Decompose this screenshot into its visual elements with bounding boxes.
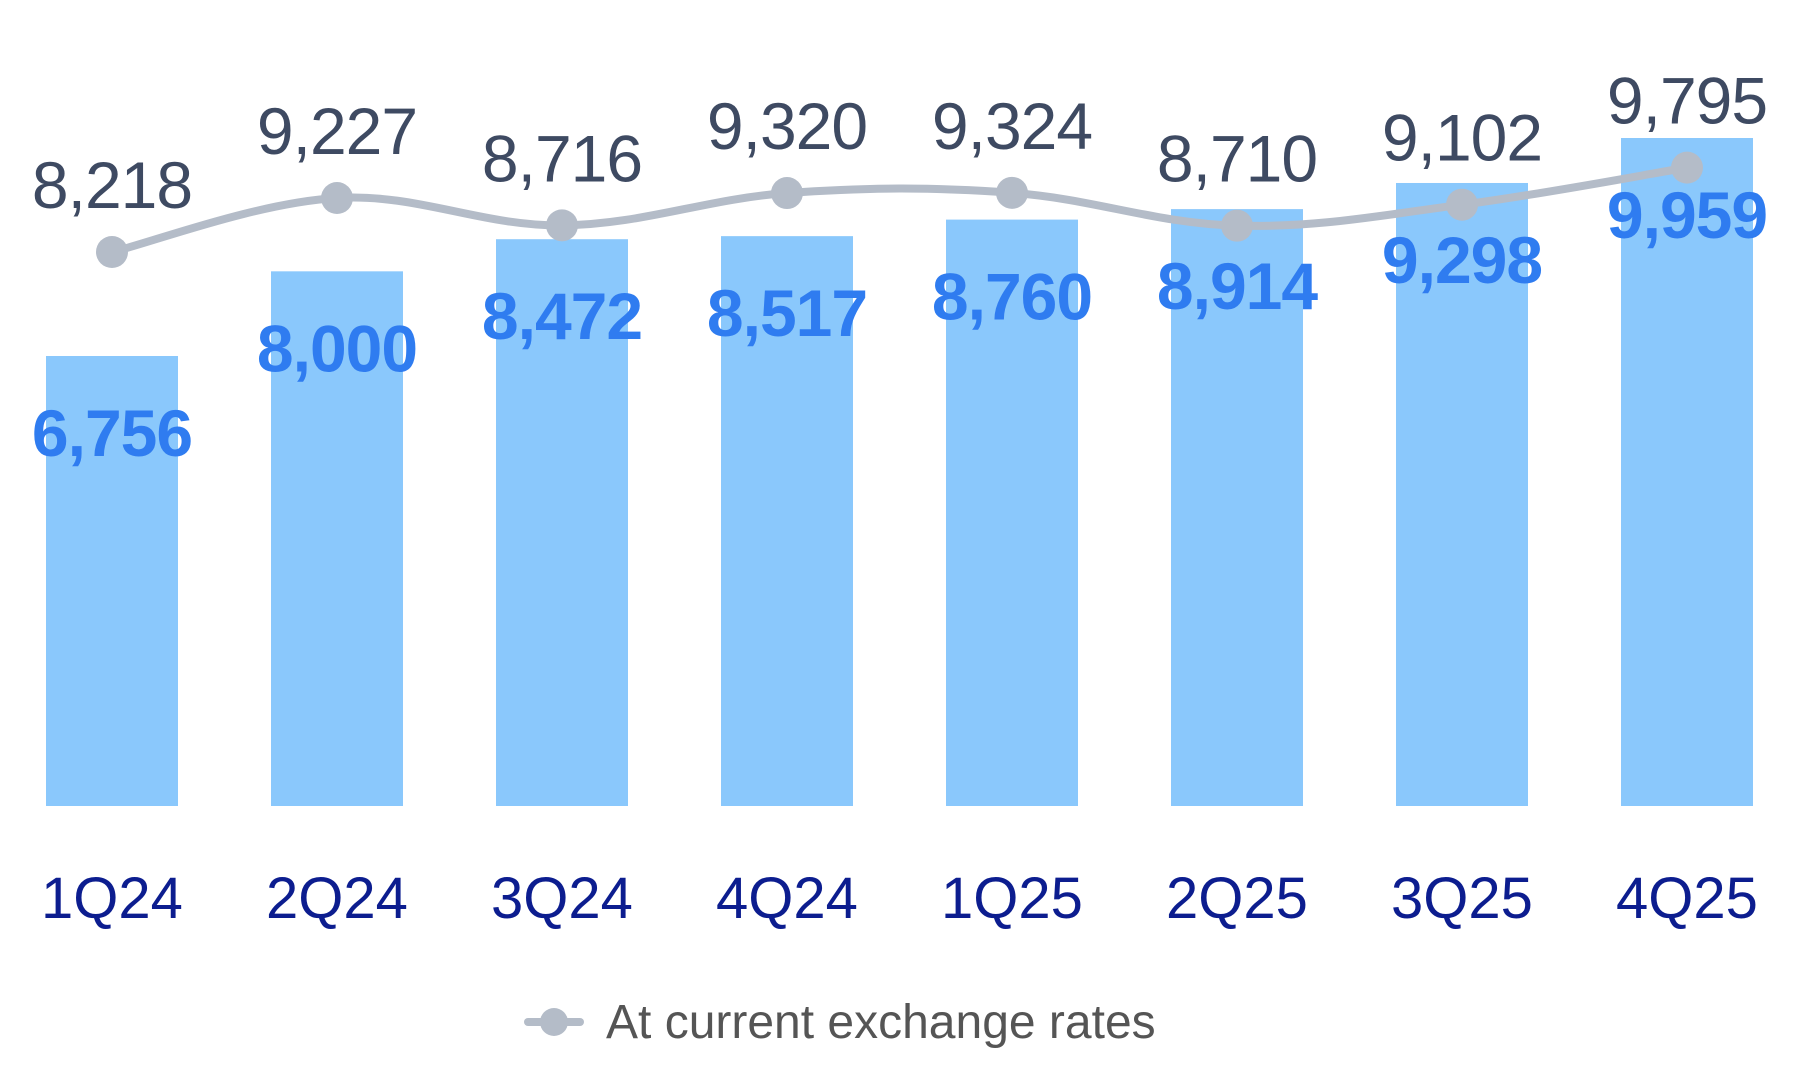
bar-2Q24 (271, 271, 403, 806)
bar-3Q25 (1396, 182, 1528, 806)
bar-data-label-4Q25: 9,959 (1607, 178, 1767, 252)
line-series (96, 151, 1703, 268)
bar-data-labels: 6,756 8,000 8,472 8,517 8,760 8,914 9,298 9,959 (32, 178, 1768, 470)
line-point-2Q24 (321, 182, 353, 215)
bar-data-label-4Q24: 8,517 (707, 276, 867, 350)
line-point-4Q24 (771, 177, 803, 210)
x-tick-label-2Q25: 2Q25 (1166, 866, 1308, 931)
line-point-1Q25 (996, 176, 1028, 209)
bar-data-label-3Q24: 8,472 (482, 279, 642, 353)
bar-data-label-2Q25: 8,914 (1157, 249, 1318, 323)
x-tick-label-1Q25: 1Q25 (941, 866, 1083, 931)
line-point-3Q24 (546, 209, 578, 242)
x-tick-label-2Q24: 2Q24 (266, 866, 408, 931)
line-data-label-4Q24: 9,320 (707, 89, 867, 163)
line-point-4Q25 (1671, 151, 1703, 184)
legend-marker-icon (540, 1008, 568, 1036)
line-data-label-1Q24: 8,218 (32, 148, 192, 222)
legend: At current exchange rates (524, 996, 1156, 1049)
bar-data-label-1Q24: 6,756 (32, 396, 192, 470)
line-point-2Q25 (1221, 209, 1253, 242)
bar-4Q24 (721, 236, 853, 807)
line-data-label-2Q24: 9,227 (257, 94, 417, 168)
bar-data-label-3Q25: 9,298 (1382, 223, 1542, 297)
x-tick-label-3Q24: 3Q24 (491, 866, 633, 931)
line-data-label-3Q25: 9,102 (1382, 101, 1542, 175)
legend-label: At current exchange rates (606, 996, 1156, 1049)
bar-4Q25 (1621, 138, 1753, 806)
bar-data-label-1Q25: 8,760 (932, 260, 1092, 334)
line-path (108, 163, 1691, 256)
x-tick-label-4Q24: 4Q24 (716, 866, 858, 931)
line-data-label-4Q25: 9,795 (1607, 64, 1767, 138)
line-point-3Q25 (1446, 188, 1478, 221)
bar-data-label-2Q24: 8,000 (257, 311, 417, 385)
bar-1Q24 (46, 356, 178, 806)
x-axis-tick-labels: 1Q24 2Q24 3Q24 4Q24 1Q25 2Q25 3Q25 4Q25 (41, 866, 1758, 931)
line-data-labels: 8,218 9,227 8,716 9,320 9,324 8,710 9,102 9,795 (32, 64, 1768, 222)
bar-1Q25 (946, 219, 1078, 807)
x-tick-label-1Q24: 1Q24 (41, 866, 183, 931)
line-point-1Q24 (96, 236, 128, 268)
bar-2Q25 (1171, 209, 1303, 806)
x-tick-label-3Q25: 3Q25 (1391, 866, 1533, 931)
bar-series (46, 138, 1753, 807)
x-tick-label-4Q25: 4Q25 (1616, 866, 1758, 931)
line-data-label-2Q25: 8,710 (1157, 122, 1317, 196)
line-data-label-3Q24: 8,716 (482, 121, 642, 195)
line-data-label-1Q25: 9,324 (932, 89, 1092, 163)
bar-3Q24 (496, 239, 628, 806)
